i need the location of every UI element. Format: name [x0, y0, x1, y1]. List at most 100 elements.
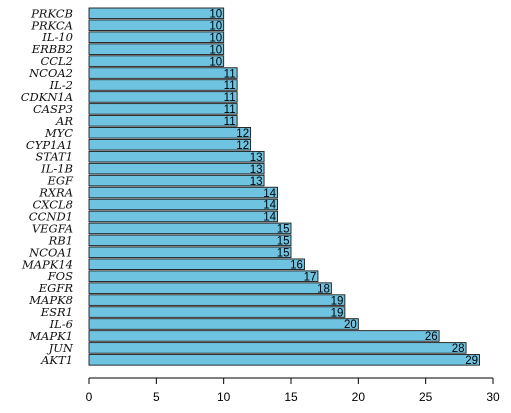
category-label-erbb2: ERBB2: [31, 42, 73, 56]
category-label-il-1b: IL-1B: [40, 162, 73, 176]
value-label-cyp1a1: 12: [236, 140, 249, 152]
bar-prkca: [88, 19, 225, 32]
bar-myc: [88, 127, 252, 139]
bar-erbb2: [88, 43, 225, 55]
value-label-esr1: 19: [331, 307, 344, 319]
value-label-vegfa: 15: [277, 224, 290, 236]
value-label-akt1: 29: [465, 355, 478, 367]
bar-akt1: [88, 354, 480, 366]
bar-casp3: [88, 103, 238, 115]
bar-ccnd1: [88, 210, 278, 223]
category-label-mapk1: MAPK1: [28, 329, 73, 343]
bar-cyp1a1: [88, 138, 252, 151]
bar-vegfa: [88, 222, 292, 235]
x-axis: 0 5 10 15 20 25 30: [86, 377, 500, 404]
bar-il-10: [88, 31, 225, 43]
category-label-ccnd1: CCND1: [29, 209, 73, 223]
bar-ar: [88, 115, 238, 127]
category-label-egf: EGF: [46, 174, 74, 188]
x-tick-label-10: 10: [217, 390, 231, 404]
bar-rb1: [88, 234, 292, 247]
category-label-il-2: IL-2: [49, 78, 73, 92]
category-label-ccl2: CCL2: [40, 54, 73, 68]
category-label-egfr: EGFR: [38, 281, 74, 295]
bar-mapk1: [88, 330, 440, 342]
x-tick-label-5: 5: [153, 390, 160, 404]
value-label-prkca: 10: [209, 20, 222, 32]
x-tick-label-25: 25: [419, 390, 433, 404]
value-label-rxra: 14: [263, 188, 276, 200]
bar-cxcl8: [88, 198, 278, 211]
value-label-mapk1: 26: [425, 331, 438, 343]
bar-il-6: [88, 318, 359, 330]
category-label-prkca: PRKCA: [30, 18, 73, 32]
category-label-stat1: STAT1: [35, 150, 73, 164]
category-label-prkcb: PRKCB: [30, 6, 73, 20]
bar-mapk14: [88, 258, 305, 271]
value-label-rb1: 15: [277, 236, 290, 248]
value-label-il-1b: 13: [250, 164, 263, 176]
value-label-jun: 28: [452, 343, 465, 355]
bar-prkcb: [88, 7, 225, 20]
value-label-casp3: 11: [224, 104, 236, 116]
category-label-ar: AR: [55, 114, 73, 128]
category-label-casp3: CASP3: [33, 102, 73, 116]
bar-fos: [88, 270, 319, 282]
value-label-cdkn1a: 11: [224, 92, 236, 104]
value-label-egf: 13: [250, 176, 263, 188]
value-label-egfr: 18: [317, 283, 330, 295]
category-label-jun: JUN: [47, 341, 74, 355]
value-label-prkcb: 10: [209, 9, 222, 21]
category-label-rxra: RXRA: [38, 186, 73, 200]
category-label-akt1: AKT1: [40, 353, 73, 367]
bar-ncoa1: [88, 246, 292, 259]
bar-stat1: [88, 150, 265, 163]
bar-ccl2: [88, 55, 225, 67]
value-label-mapk8: 19: [331, 295, 344, 307]
category-label-cxcl8: CXCL8: [32, 198, 73, 212]
value-label-fos: 17: [304, 271, 317, 283]
bar-cdkn1a: [88, 91, 238, 103]
category-label-vegfa: VEGFA: [32, 221, 73, 235]
bar-esr1: [88, 306, 346, 318]
category-label-cyp1a1: CYP1A1: [26, 138, 73, 152]
bar-il-1b: [88, 162, 265, 175]
category-label-cdkn1a: CDKN1A: [21, 90, 73, 104]
value-label-mapk14: 16: [290, 259, 303, 271]
value-label-ccnd1: 14: [263, 212, 276, 224]
bar-il-2: [88, 79, 238, 91]
bar-egfr: [88, 282, 332, 294]
x-tick-label-30: 30: [486, 390, 500, 404]
value-label-erbb2: 10: [209, 44, 222, 56]
value-label-ncoa1: 15: [277, 248, 290, 260]
value-label-cxcl8: 14: [263, 200, 276, 212]
category-label-myc: MYC: [44, 126, 73, 140]
category-label-il-6: IL-6: [49, 317, 73, 331]
bar-ncoa2: [88, 67, 238, 79]
bars-group: PRKCB 10 PRKCA 10 IL-10 10 ERBB2 10 CCL2 10 NCOA2 1…: [21, 6, 480, 367]
bar-jun: [88, 342, 467, 354]
x-tick-label-0: 0: [86, 390, 93, 404]
value-label-myc: 12: [236, 128, 249, 140]
value-label-il-10: 10: [209, 32, 222, 44]
category-label-il-10: IL-10: [41, 30, 73, 44]
value-label-il-2: 11: [224, 80, 236, 92]
bar-egf: [88, 174, 265, 187]
bar-rxra: [88, 186, 278, 199]
category-label-fos: FOS: [47, 269, 73, 283]
category-label-rb1: RB1: [48, 233, 73, 247]
x-tick-label-15: 15: [284, 390, 298, 404]
category-label-esr1: ESR1: [40, 305, 73, 319]
category-label-mapk14: MAPK14: [21, 257, 73, 271]
value-label-ccl2: 10: [209, 56, 222, 68]
value-label-il-6: 20: [344, 319, 357, 331]
category-label-mapk8: MAPK8: [28, 293, 73, 307]
value-label-ar: 11: [224, 116, 236, 128]
x-tick-label-20: 20: [352, 390, 366, 404]
bar-mapk8: [88, 294, 346, 306]
category-label-ncoa1: NCOA1: [28, 245, 73, 259]
category-label-ncoa2: NCOA2: [28, 66, 73, 80]
value-label-ncoa2: 11: [224, 68, 236, 80]
value-label-stat1: 13: [250, 152, 263, 164]
